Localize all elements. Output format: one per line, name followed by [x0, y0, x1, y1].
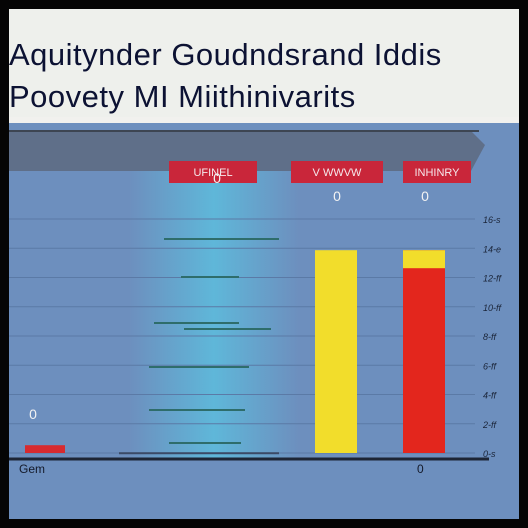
y-tick-label: 10-ff	[483, 303, 503, 313]
y-tick-label: 4-ff	[483, 391, 498, 401]
x-tick-label: Gem	[19, 462, 45, 476]
y-tick-labels: 0-s 2-ff 4-ff 6-ff 8-ff 10-ff 12-ff 14-e 16-s	[482, 215, 503, 459]
y-tick-label: 6-ff	[483, 361, 498, 371]
data-label: 0	[29, 406, 37, 422]
glow-column-shape	[129, 171, 299, 459]
data-label: 0	[213, 170, 221, 186]
inner-dash-marks	[149, 238, 279, 444]
x-axis: Gem 0	[9, 457, 489, 476]
glow-column	[129, 171, 299, 459]
y-tick-label: 0-s	[483, 449, 496, 459]
bar	[119, 452, 279, 455]
y-tick-label: 14-e	[483, 244, 501, 254]
header-tag-label: UFINEL	[193, 167, 232, 179]
chart-title-line-1: Aquitynder Goudndsrand Iddis	[9, 37, 442, 72]
header-tag-label: INHINRY	[414, 167, 460, 179]
chart-title-line-2: Poovety MI Miithinivarits	[9, 79, 356, 114]
chart-title-block: Aquitynder Goudndsrand Iddis Poovety MI …	[9, 9, 519, 117]
bar	[403, 250, 445, 453]
y-tick-label: 12-ff	[483, 274, 503, 284]
header-tag	[403, 161, 471, 183]
chart-svg: UFINEL V WWVW INHINRY 0 0 0 0 0-s 2-ff 4-ff 6-ff…	[9, 130, 503, 476]
y-tick-label: 2-ff	[482, 420, 498, 430]
header-tag	[169, 161, 257, 183]
x-tick-label: 0	[417, 462, 424, 476]
header-tags: UFINEL V WWVW INHINRY	[169, 161, 471, 183]
bar	[25, 445, 65, 453]
data-label: 0	[421, 188, 429, 204]
y-tick-label: 8-ff	[483, 332, 498, 342]
bars: 0 0 0 0	[25, 170, 445, 455]
header-tag-label: V WWVW	[313, 167, 362, 179]
plot-area: UFINEL V WWVW INHINRY 0 0 0 0 0-s 2-ff 4-ff 6-ff…	[9, 123, 519, 519]
data-label: 0	[333, 188, 341, 204]
y-tick-label: 16-s	[483, 215, 501, 225]
bar-cap	[403, 250, 445, 269]
header-tag	[291, 161, 383, 183]
chart-frame: Aquitynder Goudndsrand Iddis Poovety MI …	[9, 9, 519, 519]
bar	[315, 250, 357, 453]
